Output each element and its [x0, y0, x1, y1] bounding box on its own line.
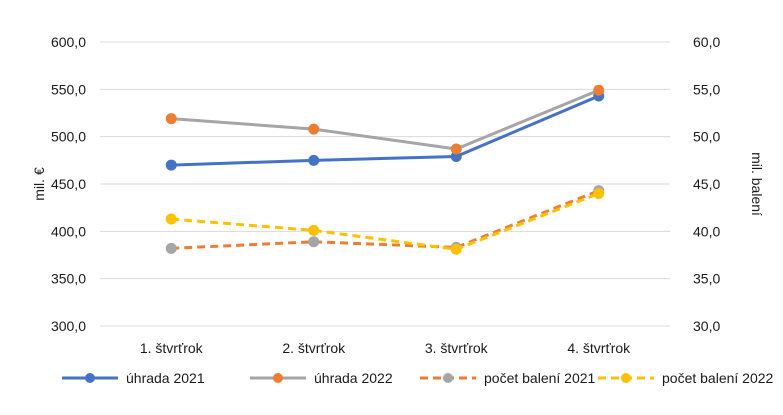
series-line [171, 94, 600, 167]
x-tick-label: 4. štvrťrok [567, 340, 631, 356]
legend-item: úhrada 2022 [250, 370, 393, 386]
legend-marker [621, 373, 631, 383]
right-tick-label: 55,0 [693, 81, 720, 97]
data-point [165, 242, 177, 254]
data-point [165, 213, 177, 225]
right-axis-ticks: 60,0 55,0 50,0 45,0 40,0 35,0 30,0 [693, 34, 720, 334]
data-point [593, 187, 605, 199]
data-point [165, 159, 177, 171]
left-axis-ticks: 600,0 550,0 500,0 450,0 400,0 350,0 300,0 [51, 34, 86, 334]
left-tick-label: 300,0 [51, 318, 86, 334]
data-point [450, 243, 462, 255]
left-tick-label: 550,0 [51, 81, 86, 97]
right-axis-title: mil. balení [749, 152, 765, 216]
data-point [450, 151, 462, 163]
data-point [308, 236, 320, 248]
left-tick-label: 500,0 [51, 129, 86, 145]
right-tick-label: 60,0 [693, 34, 720, 50]
series-2 [165, 84, 605, 155]
legend-label: počet balení 2021 [484, 370, 596, 386]
series-layer [165, 84, 605, 255]
left-tick-label: 400,0 [51, 223, 86, 239]
x-axis-ticks: 1. štvrťrok 2. štvrťrok 3. štvrťrok 4. štvr… [140, 340, 631, 356]
data-point [308, 224, 320, 236]
legend-item: úhrada 2021 [62, 370, 205, 386]
x-tick-label: 3. štvrťrok [425, 340, 489, 356]
series-line [171, 189, 600, 250]
data-point [308, 154, 320, 166]
gridlines [100, 41, 670, 327]
left-tick-label: 600,0 [51, 34, 86, 50]
right-tick-label: 30,0 [693, 318, 720, 334]
series-4 [165, 187, 605, 255]
data-point [165, 113, 177, 125]
legend-label: úhrada 2021 [126, 370, 205, 386]
data-point [450, 143, 462, 155]
legend-marker [443, 373, 453, 383]
right-tick-label: 50,0 [693, 129, 720, 145]
right-tick-label: 40,0 [693, 223, 720, 239]
series-line [171, 88, 600, 151]
legend-label: počet balení 2022 [662, 370, 774, 386]
series-3 [165, 185, 605, 254]
legend-marker [85, 373, 95, 383]
legend-marker [273, 373, 283, 383]
left-axis-title: mil. € [31, 167, 47, 201]
series-1 [165, 90, 605, 171]
left-tick-label: 450,0 [51, 176, 86, 192]
x-tick-label: 1. štvrťrok [140, 340, 204, 356]
legend-item: počet balení 2022 [598, 370, 774, 386]
data-point [593, 84, 605, 96]
x-tick-label: 2. štvrťrok [282, 340, 346, 356]
legend-label: úhrada 2022 [314, 370, 393, 386]
legend: úhrada 2021 úhrada 2022 počet balení 2021 p… [62, 370, 774, 386]
left-tick-label: 350,0 [51, 271, 86, 287]
legend-item: počet balení 2021 [420, 370, 596, 386]
data-point [308, 123, 320, 135]
right-tick-label: 45,0 [693, 176, 720, 192]
series-line [171, 192, 600, 251]
right-tick-label: 35,0 [693, 271, 720, 287]
